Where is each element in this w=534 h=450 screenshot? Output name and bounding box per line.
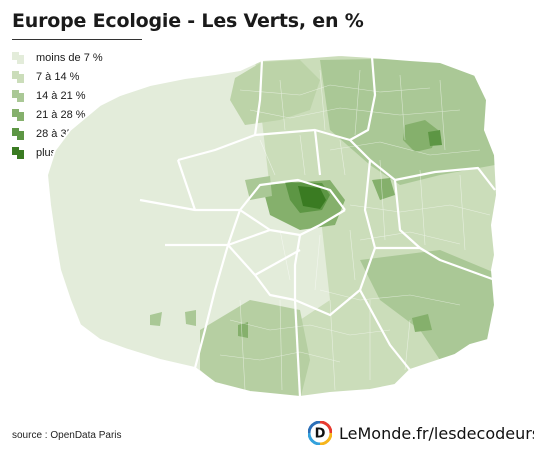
legend-swatch-shape [12,146,24,159]
patch-dark [403,120,438,152]
zone-centre-core [298,186,326,209]
patch-medium [185,310,196,326]
logo-ring-arc [319,432,332,445]
legend-swatch [12,146,24,159]
legend-item: 21 à 28 % [11,105,103,124]
legend-swatch-shape [12,108,24,121]
logo-ring-arc [308,421,321,434]
source-note: source : OpenData Paris [12,430,122,441]
patch-dark [412,314,432,332]
legend-swatch [12,51,24,64]
bureau-lines [219,69,491,391]
decodeurs-logo-icon: D [308,421,332,445]
legend-swatch-shape [12,51,24,64]
brand-credit: D LeMonde.fr/lesdecodeurs [308,421,534,445]
logo-inner [311,424,329,442]
legend-label: 7 à 14 % [36,70,80,83]
legend-swatch-shape [12,89,24,102]
map-title: Europe Ecologie - Les Verts, en % [12,10,364,32]
zone-south [200,300,310,397]
legend-item: moins de 7 % [11,48,103,67]
arrondissement-borders [139,56,496,397]
zone-north [230,60,320,125]
legend: moins de 7 % 7 à 14 % 14 à 21 % 21 à 28 … [11,48,103,162]
patch-dark [238,322,248,338]
legend-swatch-shape [12,70,24,83]
patch-darker [428,130,442,146]
legend-label: moins de 7 % [36,51,103,64]
logo-letter: D [315,427,326,442]
patch-medium [150,312,162,326]
patch-dark [372,178,395,200]
legend-swatch [12,108,24,121]
legend-item: 7 à 14 % [11,67,103,86]
legend-swatch-shape [12,127,24,140]
legend-swatch [12,70,24,83]
title-underline [12,39,142,40]
brand-text: LeMonde.fr/lesdecodeurs [339,423,534,443]
legend-label: 14 à 21 % [36,89,86,102]
legend-swatch [12,127,24,140]
legend-swatch [12,89,24,102]
zone-southeast [360,250,497,360]
logo-ring-arc [308,432,321,445]
legend-item: 14 à 21 % [11,86,103,105]
legend-label: 21 à 28 % [36,108,86,121]
logo-ring-arc [319,421,332,434]
